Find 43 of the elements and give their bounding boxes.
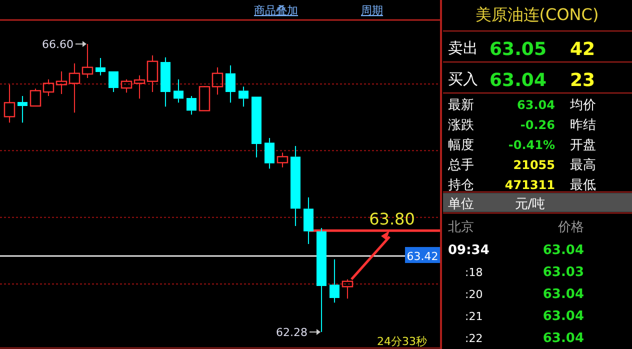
text: 周期 bbox=[361, 4, 383, 17]
text: 幅度 bbox=[448, 137, 474, 153]
text: 最新 bbox=[448, 98, 474, 113]
text: :20 bbox=[465, 288, 483, 301]
annotation: 62.28 bbox=[276, 326, 308, 339]
text: -0.26 bbox=[520, 118, 555, 132]
text: 总手 bbox=[447, 158, 474, 173]
text: 价格 bbox=[557, 220, 584, 235]
text: 09:34 bbox=[448, 243, 490, 258]
text: 美原油连(CONC) bbox=[475, 5, 599, 24]
text: 最低 bbox=[570, 178, 596, 193]
text: 63.03 bbox=[542, 265, 584, 280]
text: 63.04 bbox=[542, 309, 584, 324]
text: -0.41% bbox=[508, 138, 555, 152]
ref-line-label: 63.42 bbox=[406, 250, 438, 263]
text: 卖出 bbox=[448, 39, 478, 57]
ref-line-label: 63.80 bbox=[369, 210, 415, 229]
text: 21055 bbox=[513, 158, 555, 172]
text: 63.04 bbox=[517, 98, 555, 112]
text: 23 bbox=[570, 70, 596, 91]
text: 昨结 bbox=[570, 118, 596, 133]
text: :21 bbox=[465, 310, 483, 323]
text: 涨跌 bbox=[448, 118, 474, 133]
text: 42 bbox=[570, 39, 596, 60]
text: 63.04 bbox=[542, 331, 584, 346]
text: 63.04 bbox=[542, 243, 584, 258]
text: :22 bbox=[465, 332, 483, 345]
text: 63.04 bbox=[490, 70, 546, 91]
text: 471311 bbox=[504, 178, 555, 192]
text: :18 bbox=[465, 266, 483, 279]
text: 均价 bbox=[569, 98, 596, 113]
text: 商品叠加 bbox=[254, 4, 298, 17]
text: 开盘 bbox=[570, 138, 596, 153]
text: 63.04 bbox=[542, 287, 584, 302]
text: 单位 bbox=[448, 197, 474, 212]
text: 持仓 bbox=[448, 178, 474, 193]
text: 24分33秒 bbox=[377, 335, 427, 348]
text: 63.05 bbox=[490, 39, 546, 60]
annotation: 66.60 bbox=[42, 38, 74, 51]
text: 最高 bbox=[570, 157, 596, 173]
text: 买入 bbox=[448, 70, 478, 88]
text: 北京 bbox=[448, 220, 474, 235]
text: 元/吨 bbox=[514, 197, 546, 212]
